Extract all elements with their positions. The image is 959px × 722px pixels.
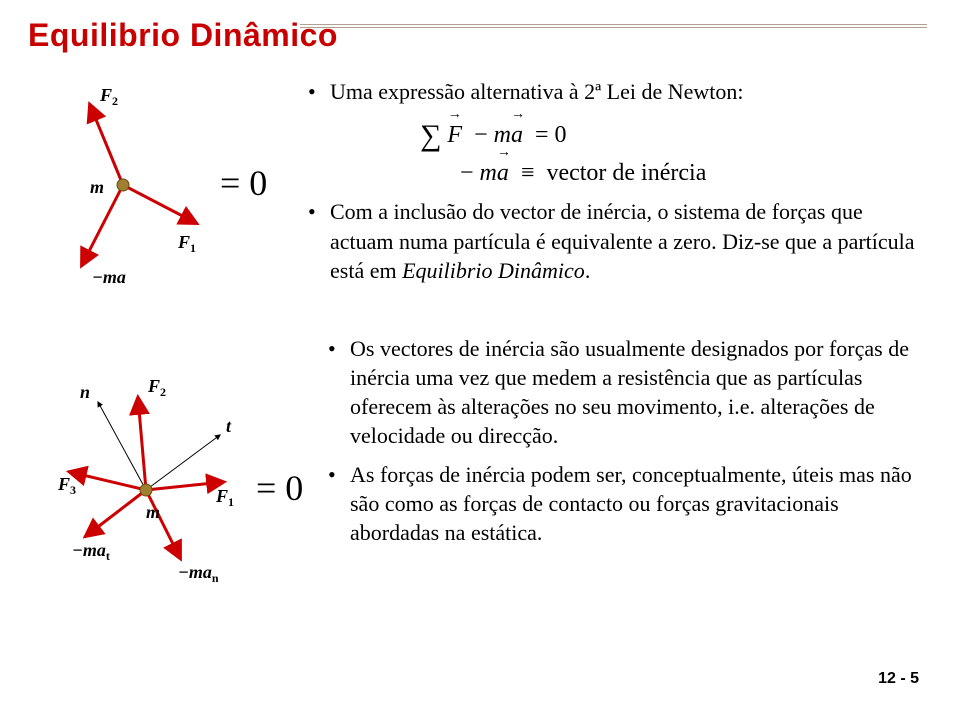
svg-text:−ma: −ma xyxy=(92,267,126,287)
bullet-inertia-conceptual: As forças de inércia podem ser, conceptu… xyxy=(328,460,919,547)
equilibrium-term: Equilibrio Dinâmico xyxy=(402,258,585,283)
diagram-1-slot: F2 F1 m −ma = 0 xyxy=(28,77,308,298)
svg-text:F1: F1 xyxy=(177,232,196,255)
page-number: 12 - 5 xyxy=(878,670,919,688)
b2-text: As forças de inércia podem ser, conceptu… xyxy=(350,462,912,545)
svg-text:= 0: = 0 xyxy=(256,468,303,508)
svg-text:m: m xyxy=(90,177,104,197)
svg-text:F1: F1 xyxy=(215,486,234,509)
svg-text:F2: F2 xyxy=(147,376,166,399)
diagram-2-slot: n F2 t F3 F1 −mat m −man = 0 xyxy=(28,334,328,605)
svg-text:n: n xyxy=(80,382,90,402)
diagram-2: n F2 t F3 F1 −mat m −man = 0 xyxy=(28,340,328,600)
bullet-equilibrium: Com a inclusão do vector de inércia, o s… xyxy=(308,197,919,284)
title-underline xyxy=(300,24,927,30)
svg-text:m: m xyxy=(146,502,160,522)
equation-sum-f-ma: ∑ →F − m→a = 0 xyxy=(308,116,919,156)
svg-text:−man: −man xyxy=(178,562,219,585)
svg-text:t: t xyxy=(226,416,232,436)
inertia-vector-label: vector de inércia xyxy=(540,160,706,186)
equation-inertia-vector: − m→a ≡ vector de inércia xyxy=(308,158,919,190)
svg-text:F3: F3 xyxy=(57,474,76,497)
svg-text:F2: F2 xyxy=(99,85,118,108)
section-newton-alt: F2 F1 m −ma = 0 Uma expressão alternativa à … xyxy=(28,77,919,298)
svg-text:−mat: −mat xyxy=(72,540,110,563)
title-bar: Equilibrio Dinâmico xyxy=(28,18,919,53)
bullet-inertia-designation: Os vectores de inércia são usualmente de… xyxy=(328,334,919,450)
b1-text: Os vectores de inércia são usualmente de… xyxy=(350,336,909,448)
intro-text: Uma expressão alternativa à 2ª Lei de Ne… xyxy=(330,79,744,104)
bullet-intro: Uma expressão alternativa à 2ª Lei de Ne… xyxy=(308,77,919,106)
diagram-1: F2 F1 m −ma = 0 xyxy=(28,83,288,293)
term-period: . xyxy=(585,258,591,283)
section-inertia-forces: n F2 t F3 F1 −mat m −man = 0 Os vectores de inér… xyxy=(28,334,919,605)
svg-text:= 0: = 0 xyxy=(220,163,267,203)
